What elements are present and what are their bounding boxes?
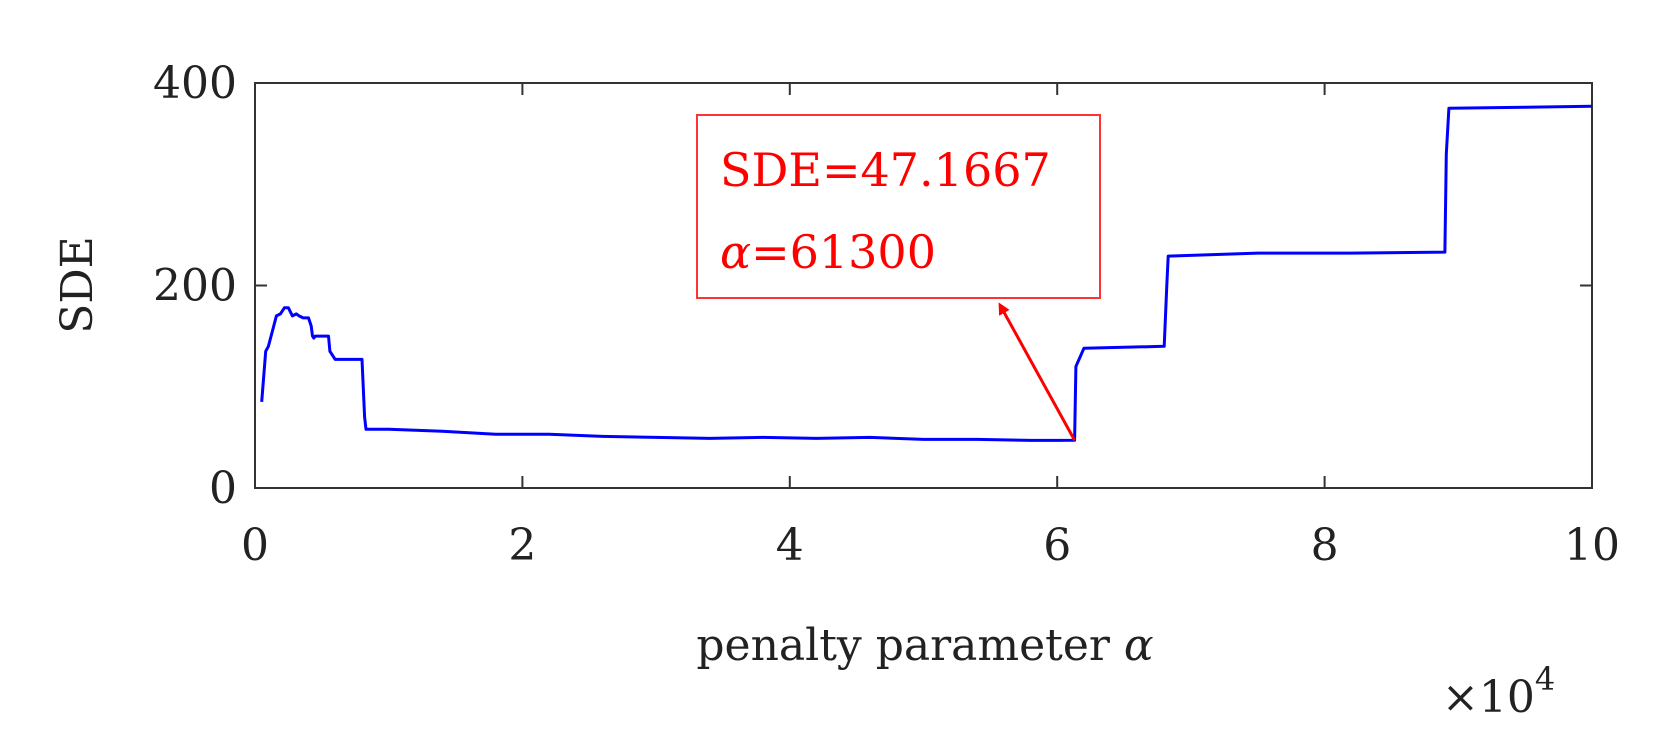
x-tick-label: 6: [1043, 520, 1071, 571]
annotation-box: [696, 114, 1101, 299]
x-tick-label: 2: [508, 520, 536, 571]
tick-marks: [254, 82, 1593, 489]
x-axis-multiplier-exponent: 4: [1535, 660, 1555, 698]
y-tick-label: 200: [153, 261, 237, 312]
x-axis-multiplier-base: ×10: [1442, 672, 1535, 723]
y-tick-label: 400: [153, 58, 237, 109]
x-axis-title: penalty parameter α: [696, 620, 1153, 671]
annotation: SDE=47.1667 α=61300: [696, 114, 1101, 441]
y-tick-labels: 0 200 400: [153, 58, 237, 514]
annotation-alpha-symbol: α: [720, 225, 751, 279]
y-tick-label: 0: [209, 463, 237, 514]
x-tick-label: 4: [776, 520, 804, 571]
annotation-line-1: SDE=47.1667: [720, 143, 1051, 197]
x-axis-multiplier: ×104: [1442, 660, 1555, 723]
x-tick-label: 10: [1564, 520, 1620, 571]
x-tick-label: 0: [241, 520, 269, 571]
annotation-arrow: [998, 302, 1076, 441]
series-line: [260, 104, 1593, 442]
y-axis-title: SDE: [52, 236, 103, 334]
x-tick-labels: 0 2 4 6 8 10: [241, 520, 1620, 571]
annotation-alpha-value: =61300: [751, 225, 936, 279]
x-axis-title-symbol: α: [1124, 620, 1154, 671]
x-tick-label: 8: [1311, 520, 1339, 571]
x-axis-title-text: penalty parameter: [696, 620, 1111, 671]
annotation-line-2: α=61300: [720, 225, 936, 279]
